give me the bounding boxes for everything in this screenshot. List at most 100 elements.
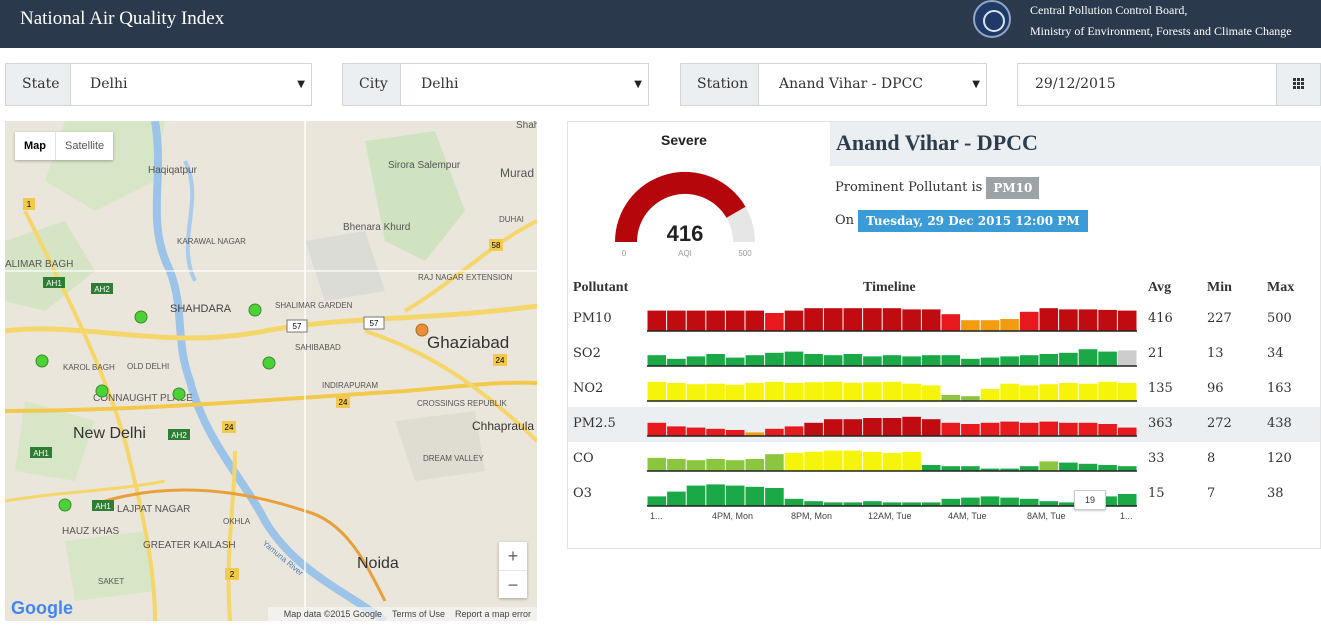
timeline-sparkline[interactable] — [647, 407, 1137, 442]
timeline-bar[interactable] — [1039, 461, 1059, 471]
timeline-bar[interactable] — [1059, 309, 1078, 331]
timeline-bar[interactable] — [1019, 385, 1039, 401]
timeline-bar[interactable] — [804, 354, 823, 366]
timeline-bar[interactable] — [745, 459, 765, 471]
timeline-bar[interactable] — [725, 485, 745, 506]
timeline-bar[interactable] — [725, 430, 745, 436]
timeline-bar[interactable] — [902, 502, 921, 506]
timeline-bar[interactable] — [647, 457, 667, 471]
timeline-bar[interactable] — [1000, 421, 1019, 436]
timeline-bar[interactable] — [823, 381, 843, 401]
date-picker[interactable]: 29/12/2015 — [1017, 63, 1321, 106]
timeline-bar[interactable] — [902, 416, 921, 436]
station-marker[interactable] — [172, 387, 186, 401]
timeline-bar[interactable] — [863, 451, 882, 471]
timeline-bar[interactable] — [725, 384, 745, 401]
map-type-control[interactable]: Map Satellite — [15, 132, 114, 160]
timeline-bar[interactable] — [902, 383, 921, 401]
timeline-bar[interactable] — [667, 491, 686, 506]
pollutant-row[interactable]: O3 15 7 38 — [568, 477, 1320, 512]
timeline-bar[interactable] — [667, 383, 686, 401]
timeline-bar[interactable] — [823, 450, 843, 471]
timeline-bar[interactable] — [843, 419, 863, 436]
timeline-bar[interactable] — [1039, 384, 1059, 401]
timeline-bar[interactable] — [961, 466, 980, 471]
calendar-button[interactable] — [1276, 64, 1320, 105]
calendar-grid-icon[interactable] — [1277, 64, 1321, 105]
timeline-bar[interactable] — [941, 355, 961, 366]
google-logo[interactable]: Google — [11, 598, 73, 618]
timeline-bar[interactable] — [804, 308, 823, 331]
timeline-bar[interactable] — [843, 382, 863, 401]
timeline-bar[interactable] — [1117, 383, 1137, 401]
timeline-bar[interactable] — [706, 383, 725, 401]
timeline-bar[interactable] — [902, 451, 921, 471]
timeline-bar[interactable] — [706, 459, 725, 471]
chevron-down-icon[interactable]: ▼ — [972, 79, 980, 90]
pollutant-row[interactable]: CO 33 8 120 — [568, 442, 1320, 477]
station-marker-selected[interactable] — [415, 323, 429, 337]
timeline-bar[interactable] — [1098, 496, 1117, 506]
station-marker[interactable] — [58, 498, 72, 512]
timeline-bar[interactable] — [1019, 311, 1039, 331]
timeline-bar[interactable] — [784, 498, 804, 506]
timeline-bar[interactable] — [921, 465, 941, 471]
timeline-bar[interactable] — [961, 396, 980, 401]
timeline-sparkline[interactable] — [647, 477, 1137, 512]
timeline-bar[interactable] — [961, 497, 980, 506]
timeline-bar[interactable] — [1000, 468, 1019, 471]
pollutant-row[interactable]: SO2 21 13 34 — [568, 337, 1320, 372]
timeline-bar[interactable] — [1000, 319, 1019, 331]
timeline-bar[interactable] — [804, 422, 823, 436]
timeline-bar[interactable] — [863, 418, 882, 436]
timeline-sparkline[interactable] — [647, 337, 1137, 372]
timeline-bar[interactable] — [1078, 383, 1098, 401]
timeline-bar[interactable] — [980, 496, 1000, 506]
timeline-bar[interactable] — [980, 389, 1000, 401]
timeline-bar[interactable] — [686, 356, 706, 366]
timeline-bar[interactable] — [863, 382, 882, 401]
timeline-bar[interactable] — [1019, 498, 1039, 506]
timeline-bar[interactable] — [882, 502, 902, 506]
timeline-bar[interactable] — [765, 488, 784, 506]
timeline-bar[interactable] — [1117, 466, 1137, 471]
timeline-bar[interactable] — [941, 422, 961, 436]
timeline-bar[interactable] — [882, 355, 902, 366]
timeline-bar[interactable] — [941, 498, 961, 506]
chevron-down-icon[interactable]: ▼ — [297, 79, 305, 90]
timeline-bar[interactable] — [961, 320, 980, 331]
timeline-bar[interactable] — [980, 468, 1000, 471]
timeline-bar[interactable] — [706, 428, 725, 436]
timeline-bar[interactable] — [745, 355, 765, 366]
timeline-bar[interactable] — [804, 501, 823, 506]
timeline-bar[interactable] — [1019, 422, 1039, 436]
timeline-bar[interactable] — [1059, 462, 1078, 471]
pollutant-row[interactable]: PM2.5 363 272 438 — [568, 407, 1320, 442]
timeline-bar[interactable] — [1000, 356, 1019, 366]
timeline-bar[interactable] — [921, 309, 941, 331]
timeline-bar[interactable] — [765, 381, 784, 401]
timeline-bar[interactable] — [980, 357, 1000, 366]
timeline-bar[interactable] — [823, 308, 843, 331]
timeline-bar[interactable] — [686, 427, 706, 436]
chevron-down-icon[interactable]: ▼ — [634, 79, 642, 90]
timeline-bar[interactable] — [1117, 427, 1137, 436]
timeline-bar[interactable] — [882, 418, 902, 436]
timeline-bar[interactable] — [784, 383, 804, 401]
timeline-bar[interactable] — [1098, 465, 1117, 471]
timeline-bar[interactable] — [843, 450, 863, 471]
timeline-bar[interactable] — [725, 310, 745, 331]
timeline-bar[interactable] — [902, 356, 921, 366]
timeline-bar[interactable] — [784, 351, 804, 366]
timeline-bar[interactable] — [1078, 463, 1098, 471]
map-type-map-button[interactable]: Map — [24, 140, 46, 152]
timeline-bar[interactable] — [1078, 422, 1098, 436]
timeline-bar[interactable] — [1000, 497, 1019, 506]
timeline-bar[interactable] — [1059, 352, 1078, 366]
timeline-bar[interactable] — [745, 486, 765, 506]
timeline-bar[interactable] — [843, 354, 863, 366]
timeline-bar[interactable] — [1059, 502, 1078, 506]
timeline-bar[interactable] — [1117, 310, 1137, 331]
timeline-bar[interactable] — [823, 355, 843, 366]
timeline-bar[interactable] — [745, 383, 765, 401]
